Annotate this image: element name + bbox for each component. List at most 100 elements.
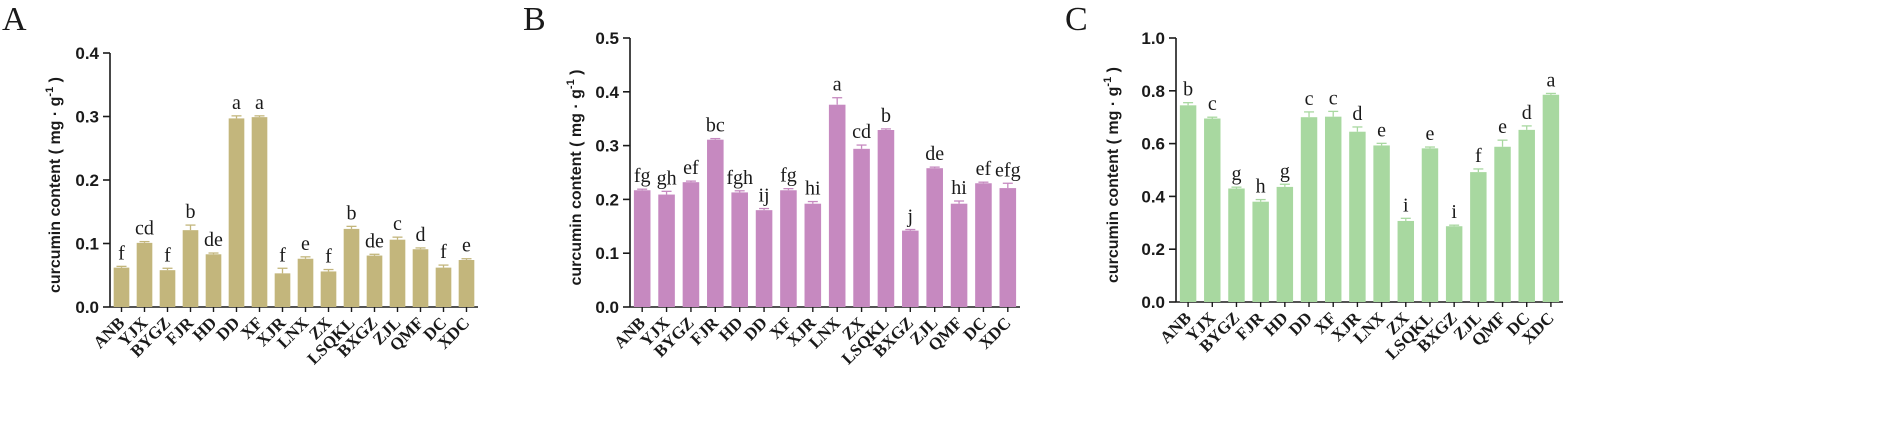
y-axis-label-end: ): [47, 77, 64, 87]
significance-letter: fg: [780, 165, 797, 187]
bar-hd: [1276, 186, 1294, 302]
significance-letter: b: [186, 201, 196, 223]
error-bar: [392, 236, 403, 240]
bar-zx: [1397, 220, 1415, 302]
y-tick-label: 0.2: [1141, 240, 1165, 259]
significance-letter: f: [164, 244, 171, 266]
bar-bygz: [1228, 188, 1245, 302]
error-bar: [954, 200, 965, 204]
error-bar: [783, 187, 794, 191]
significance-letter: de: [365, 230, 384, 252]
bar-qmf: [412, 249, 429, 307]
error-bar: [277, 267, 288, 274]
significance-letter: h: [1256, 176, 1266, 198]
significance-letter: e: [1498, 116, 1507, 138]
significance-letter: d: [416, 224, 426, 246]
error-bar: [856, 144, 867, 149]
significance-letter: bc: [706, 115, 725, 137]
error-bar: [807, 200, 818, 204]
bar-dd: [755, 210, 773, 307]
y-tick-label: 0.0: [595, 298, 619, 317]
error-bar: [438, 264, 449, 268]
bar-fjr: [707, 139, 724, 307]
error-bar: [139, 240, 150, 243]
significance-letter: c: [1208, 93, 1217, 115]
significance-letter: e: [1377, 119, 1386, 141]
y-tick-label: 0.1: [595, 244, 619, 263]
significance-letter: b: [347, 202, 357, 224]
significance-letter: b: [881, 105, 891, 127]
significance-letter: efg: [995, 159, 1021, 181]
error-bar: [1279, 183, 1290, 187]
y-tick-label: 0.4: [1141, 187, 1165, 206]
bar-zjl: [389, 239, 406, 307]
bar-fjr: [1252, 201, 1269, 302]
bar-bxgz: [366, 255, 383, 307]
significance-letter: e: [301, 233, 310, 255]
error-bar: [1521, 125, 1532, 130]
significance-letter: j: [907, 206, 914, 228]
significance-letter: f: [440, 241, 447, 263]
significance-letter: de: [925, 143, 944, 165]
error-bar: [162, 267, 173, 271]
error-bar: [1376, 142, 1387, 146]
y-tick-label: 0.3: [595, 137, 619, 156]
error-bar: [637, 188, 648, 191]
significance-letter: ef: [976, 158, 992, 180]
significance-letter: ef: [683, 157, 699, 179]
bar-yjx: [1204, 118, 1221, 303]
bar-lnx: [1373, 145, 1390, 302]
significance-letter: de: [204, 229, 223, 251]
error-bar: [369, 253, 380, 256]
bar-lsqkl: [877, 129, 895, 307]
error-bar: [1328, 110, 1339, 117]
panel-label: C: [1065, 1, 1088, 38]
error-bar: [880, 128, 891, 130]
error-bar: [1304, 111, 1315, 118]
y-tick-label: 0.4: [595, 83, 619, 102]
error-bar: [1497, 139, 1508, 147]
error-bar: [254, 115, 265, 118]
y-tick-label: 0.5: [595, 29, 619, 48]
significance-letter: f: [325, 246, 332, 268]
bar-zjl: [926, 168, 943, 307]
significance-letter: g: [1231, 163, 1241, 185]
bar-bxgz: [1445, 226, 1463, 302]
significance-letter: f: [279, 244, 286, 266]
y-axis-label-text: curcumin content ( mg · g: [47, 97, 64, 293]
significance-letter: cd: [135, 218, 154, 240]
significance-letter: d: [1522, 102, 1532, 124]
significance-letter: b: [1183, 79, 1193, 101]
significance-letter: f: [118, 242, 125, 264]
y-tick-label: 0.2: [595, 190, 619, 209]
y-axis-label-text: curcumin content ( mg · g: [1105, 87, 1122, 283]
error-bar: [1424, 146, 1435, 149]
bar-yjx: [136, 242, 153, 307]
bar-xdc: [458, 260, 475, 307]
error-bar: [185, 224, 196, 231]
error-bar: [759, 207, 770, 211]
error-bar: [734, 190, 745, 193]
significance-letter: a: [1546, 69, 1555, 91]
bar-anb: [113, 267, 130, 307]
error-bar: [1255, 198, 1266, 202]
y-tick-label: 0.2: [75, 171, 99, 190]
significance-letter: fgh: [726, 167, 753, 189]
y-axis-label-end: ): [568, 69, 585, 79]
error-bar: [1400, 217, 1411, 221]
error-bar: [415, 247, 426, 250]
bar-lnx: [828, 104, 846, 307]
error-bar: [1207, 116, 1218, 119]
y-axis-label-superscript: -1: [1102, 77, 1114, 87]
bar-dc: [1518, 129, 1535, 302]
bar-zx: [320, 271, 337, 307]
error-bar: [685, 180, 696, 183]
significance-letter: cd: [852, 121, 871, 143]
bar-bygz: [159, 270, 176, 307]
error-bar: [461, 258, 472, 261]
significance-letter: a: [255, 92, 264, 114]
bar-yjx: [658, 194, 675, 307]
error-bar: [832, 97, 843, 105]
